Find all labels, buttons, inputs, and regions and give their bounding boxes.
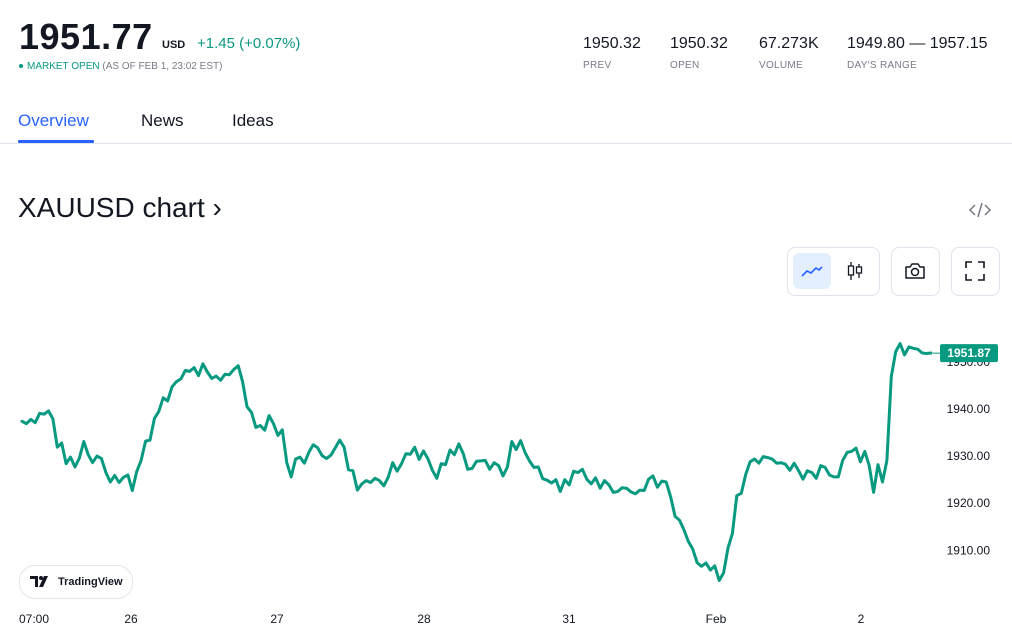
line-chart-button[interactable] — [793, 253, 831, 289]
price-change: +1.45 (+0.07%) — [197, 35, 301, 52]
x-tick-label: 27 — [270, 612, 284, 626]
tab-overview[interactable]: Overview — [18, 111, 89, 130]
line-chart-icon — [801, 266, 823, 277]
screenshot-button[interactable] — [896, 253, 934, 289]
price-value: 1951.77 — [19, 16, 153, 57]
stat-prev-label: PREV — [583, 60, 612, 71]
tab-ideas[interactable]: Ideas — [232, 111, 274, 130]
chart-title-link[interactable]: XAUUSD chart › — [18, 192, 222, 223]
stat-volume: 67.273K VOLUME — [759, 35, 819, 71]
x-tick-label: Feb — [706, 612, 727, 626]
x-tick-label: 2 — [858, 612, 865, 626]
tab-news[interactable]: News — [141, 111, 184, 130]
y-tick-label: 1910.00 — [947, 543, 991, 557]
stat-volume-value: 67.273K — [759, 35, 819, 52]
status-dot-icon — [19, 64, 23, 69]
stat-days-range-value: 1949.80 — 1957.15 — [847, 35, 988, 52]
stat-days-range-label: DAY'S RANGE — [847, 60, 918, 71]
camera-icon — [905, 263, 925, 279]
candlestick-button[interactable] — [836, 253, 874, 289]
last-price-label: 1951.87 — [947, 346, 991, 360]
y-tick-label: 1930.00 — [947, 449, 991, 463]
screenshot-group — [891, 247, 940, 296]
last-price-box — [940, 344, 998, 363]
stat-open-value: 1950.32 — [670, 35, 728, 52]
currency-label: USD — [162, 39, 186, 51]
stat-open-label: OPEN — [670, 60, 700, 71]
market-status: MARKET OPEN (AS OF FEB 1, 23:02 EST) — [19, 61, 222, 72]
market-status-text: MARKET OPEN — [27, 61, 100, 72]
chart-style-group — [787, 247, 880, 296]
stat-prev-value: 1950.32 — [583, 35, 641, 52]
code-embed-icon[interactable] — [966, 198, 994, 222]
as-of-text: (AS OF FEB 1, 23:02 EST) — [102, 61, 223, 72]
stat-days-range: 1949.80 — 1957.15 DAY'S RANGE — [847, 35, 988, 71]
y-tick-label: 1940.00 — [947, 402, 991, 416]
y-tick-label: 1920.00 — [947, 496, 991, 510]
stat-open: 1950.32 OPEN — [670, 35, 728, 71]
last-price-marker: 1951.87 — [933, 344, 998, 363]
x-tick-label: 26 — [124, 612, 138, 626]
fullscreen-button[interactable] — [956, 253, 994, 289]
stat-volume-label: VOLUME — [759, 60, 804, 71]
x-tick-label: 07:00 — [19, 612, 49, 626]
tab-bar: Overview News Ideas — [0, 100, 1012, 144]
x-axis: 07:00 26 27 28 31 Feb 2 — [19, 612, 865, 626]
fullscreen-icon — [965, 261, 985, 281]
tradingview-badge[interactable]: TradingView — [19, 565, 133, 599]
tradingview-badge-text: TradingView — [58, 576, 123, 588]
active-tab-indicator — [18, 140, 94, 143]
stat-prev: 1950.32 PREV — [583, 35, 641, 71]
x-tick-label: 28 — [417, 612, 431, 626]
price-line — [20, 342, 933, 582]
x-tick-label: 31 — [562, 612, 576, 626]
candlestick-icon — [847, 262, 863, 280]
fullscreen-group — [951, 247, 1000, 296]
tradingview-logo-icon — [30, 576, 48, 587]
